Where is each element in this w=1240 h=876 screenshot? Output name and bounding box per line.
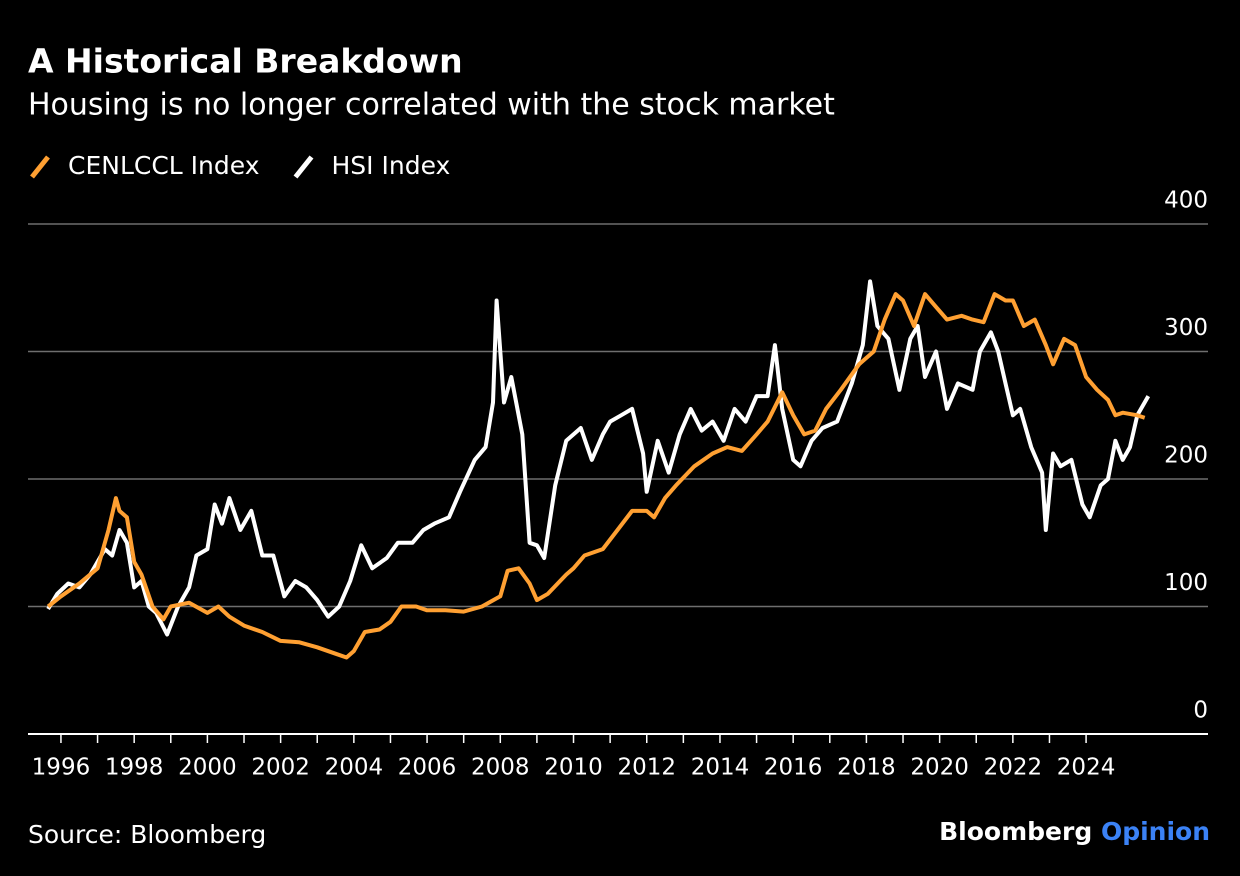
x-tick-label: 2000: [178, 755, 237, 781]
chart-title: A Historical Breakdown: [28, 42, 463, 81]
y-tick-label: 100: [1164, 570, 1208, 596]
source: Source: Bloomberg: [28, 820, 266, 849]
x-tick-label: 2002: [251, 755, 310, 781]
brand: Bloomberg Opinion: [939, 817, 1210, 846]
legend-label: CENLCCL Index: [68, 151, 260, 180]
x-tick-label: 2006: [398, 755, 457, 781]
x-tick-label: 2022: [984, 755, 1043, 781]
legend-item: CENLCCL Index: [30, 151, 260, 180]
y-tick-label: 300: [1164, 315, 1208, 341]
brand-suffix: Opinion: [1101, 817, 1210, 846]
x-tick-label: 1996: [32, 755, 91, 781]
legend-label: HSI Index: [332, 151, 451, 180]
y-tick-label: 0: [1193, 698, 1208, 724]
legend-item: HSI Index: [293, 151, 451, 180]
x-tick-label: 2014: [691, 755, 750, 781]
y-tick-label: 200: [1164, 443, 1208, 469]
legend-swatch: [30, 155, 50, 179]
x-tick-label: 2008: [471, 755, 530, 781]
legend-swatch: [293, 155, 314, 179]
x-tick-label: 1998: [105, 755, 164, 781]
x-tick-label: 2012: [617, 755, 676, 781]
chart-subtitle: Housing is no longer correlated with the…: [28, 88, 835, 123]
x-tick-label: 2010: [544, 755, 603, 781]
y-tick-label: 400: [1164, 188, 1208, 214]
x-tick-label: 2018: [837, 755, 896, 781]
series-line: [46, 292, 1146, 660]
x-tick-label: 2020: [910, 755, 969, 781]
brand-name: Bloomberg: [939, 817, 1092, 846]
series-line: [46, 279, 1151, 637]
x-tick-label: 2016: [764, 755, 823, 781]
x-tick-label: 2024: [1057, 755, 1116, 781]
x-tick-label: 2004: [325, 755, 384, 781]
